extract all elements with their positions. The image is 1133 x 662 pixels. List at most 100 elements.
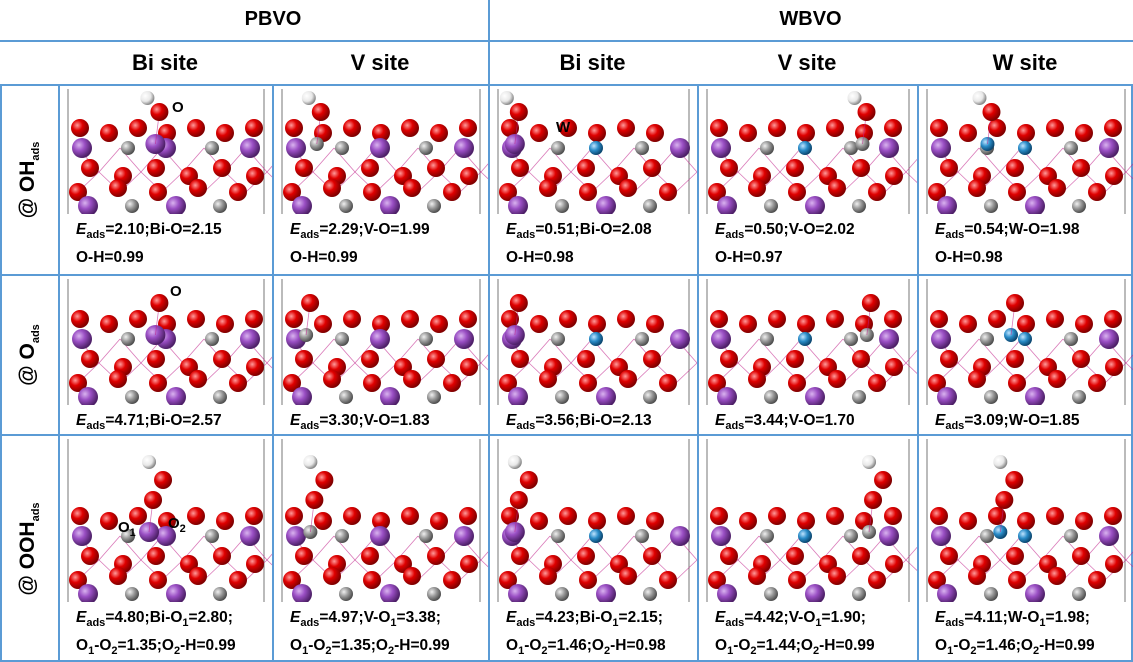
atom-v bbox=[984, 390, 998, 404]
caption-text: E bbox=[290, 221, 300, 238]
atom-o bbox=[1017, 124, 1035, 142]
column-header: W site bbox=[917, 50, 1133, 76]
bond bbox=[481, 339, 488, 363]
atom-o bbox=[530, 124, 548, 142]
atom-o bbox=[646, 315, 664, 333]
atom-w bbox=[980, 137, 994, 151]
atom-w bbox=[589, 141, 603, 155]
atom-o bbox=[1105, 358, 1123, 376]
bond bbox=[1126, 363, 1133, 383]
atom-o bbox=[930, 119, 948, 137]
caption-line: Eads=4.80;Bi-O1=2.80; bbox=[76, 604, 236, 632]
caption-text: =2.15; bbox=[619, 609, 663, 626]
atom-v bbox=[555, 199, 569, 213]
label-text: @ OH bbox=[16, 161, 39, 219]
atom-o bbox=[659, 183, 677, 201]
subscript: ads bbox=[725, 229, 744, 241]
bond bbox=[738, 148, 759, 172]
atom-o bbox=[643, 159, 661, 177]
atom-bi bbox=[805, 387, 825, 405]
subscript: ads bbox=[300, 617, 319, 629]
cell: WEads=0.51;Bi-O=2.08O-H=0.98 bbox=[490, 87, 697, 275]
atom-o bbox=[577, 159, 595, 177]
atom-v bbox=[844, 529, 858, 543]
atom-bi bbox=[670, 526, 690, 546]
caption-text: =1.90; bbox=[822, 609, 866, 626]
caption-text: =0.50;V-O=2.02 bbox=[744, 221, 854, 238]
atom-v bbox=[213, 587, 227, 601]
caption: Eads=4.42;V-O1=1.90;O1-O2=1.44;O2-H=0.99 bbox=[715, 604, 875, 660]
caption-line: O-H=0.99 bbox=[76, 244, 222, 272]
atom-v bbox=[643, 390, 657, 404]
atom-o bbox=[968, 567, 986, 585]
atom-o bbox=[748, 567, 766, 585]
atom-bi bbox=[805, 584, 825, 602]
atom-bi bbox=[72, 138, 92, 158]
atom-o bbox=[788, 374, 806, 392]
caption-text: =1.35;O bbox=[332, 637, 388, 654]
atom-o bbox=[720, 159, 738, 177]
subscript: ads bbox=[86, 229, 105, 241]
caption: Eads=2.29;V-O=1.99O-H=0.99 bbox=[290, 216, 430, 272]
atom-o bbox=[460, 555, 478, 573]
atom-h bbox=[993, 455, 1007, 469]
atom-v bbox=[551, 529, 565, 543]
bond bbox=[267, 363, 272, 383]
atom-o bbox=[739, 124, 757, 142]
atom-o bbox=[361, 350, 379, 368]
atom-bi bbox=[711, 329, 731, 349]
atom-o bbox=[1104, 507, 1122, 525]
atom-o bbox=[577, 547, 595, 565]
atom-v bbox=[764, 390, 778, 404]
atom-o bbox=[988, 310, 1006, 328]
atom-o bbox=[245, 310, 263, 328]
atom-bi bbox=[240, 526, 260, 546]
caption-text: =2.29;V-O=1.99 bbox=[319, 221, 429, 238]
atom-label: O bbox=[170, 283, 182, 300]
atom-o bbox=[530, 512, 548, 530]
subscript: 2 bbox=[180, 523, 186, 535]
bond bbox=[906, 148, 917, 172]
caption-line: Eads=0.54;W-O=1.98 bbox=[935, 216, 1079, 244]
bond bbox=[313, 339, 334, 363]
caption-line: Eads=4.97;V-O1=3.38; bbox=[290, 604, 450, 632]
caption: Eads=4.71;Bi-O=2.57 bbox=[76, 407, 222, 435]
atom-o bbox=[710, 507, 728, 525]
column-header: Bi site bbox=[488, 50, 697, 76]
atom-v bbox=[764, 587, 778, 601]
label-text: @ OOH bbox=[16, 521, 39, 595]
atom-o bbox=[588, 512, 606, 530]
caption-text: -H=0.99 bbox=[180, 637, 236, 654]
caption-text: -O bbox=[94, 637, 111, 654]
caption-text: =3.56;Bi-O=2.13 bbox=[535, 412, 651, 429]
atom-o bbox=[149, 374, 167, 392]
caption-text: O bbox=[506, 637, 518, 654]
atom-v bbox=[1064, 141, 1078, 155]
atom-o bbox=[1104, 310, 1122, 328]
caption-text: -H=0.99 bbox=[394, 637, 450, 654]
atom-v bbox=[760, 529, 774, 543]
atom-bi bbox=[596, 387, 616, 405]
caption-text: E bbox=[506, 221, 516, 238]
caption-line: Eads=3.30;V-O=1.83 bbox=[290, 407, 430, 435]
atom-o bbox=[229, 374, 247, 392]
caption-text: =3.30;V-O=1.83 bbox=[319, 412, 429, 429]
atom-o bbox=[959, 315, 977, 333]
cell: Eads=0.50;V-O=2.02O-H=0.97 bbox=[699, 87, 917, 275]
atom-bi bbox=[596, 196, 616, 214]
atom-o bbox=[579, 571, 597, 589]
caption-text: E bbox=[715, 609, 725, 626]
cell: Eads=2.29;V-O=1.99O-H=0.99 bbox=[274, 87, 488, 275]
atom-o bbox=[305, 491, 323, 509]
caption-line: O-H=0.97 bbox=[715, 244, 855, 272]
atom-o bbox=[460, 167, 478, 185]
caption-text: E bbox=[506, 412, 516, 429]
atom-o bbox=[720, 350, 738, 368]
subscript: ads bbox=[945, 229, 964, 241]
atom-v bbox=[419, 141, 433, 155]
atom-bi bbox=[286, 138, 306, 158]
atom-o bbox=[588, 315, 606, 333]
atom-o bbox=[797, 512, 815, 530]
atom-bi bbox=[72, 329, 92, 349]
caption-text: =4.23;Bi-O bbox=[535, 609, 612, 626]
